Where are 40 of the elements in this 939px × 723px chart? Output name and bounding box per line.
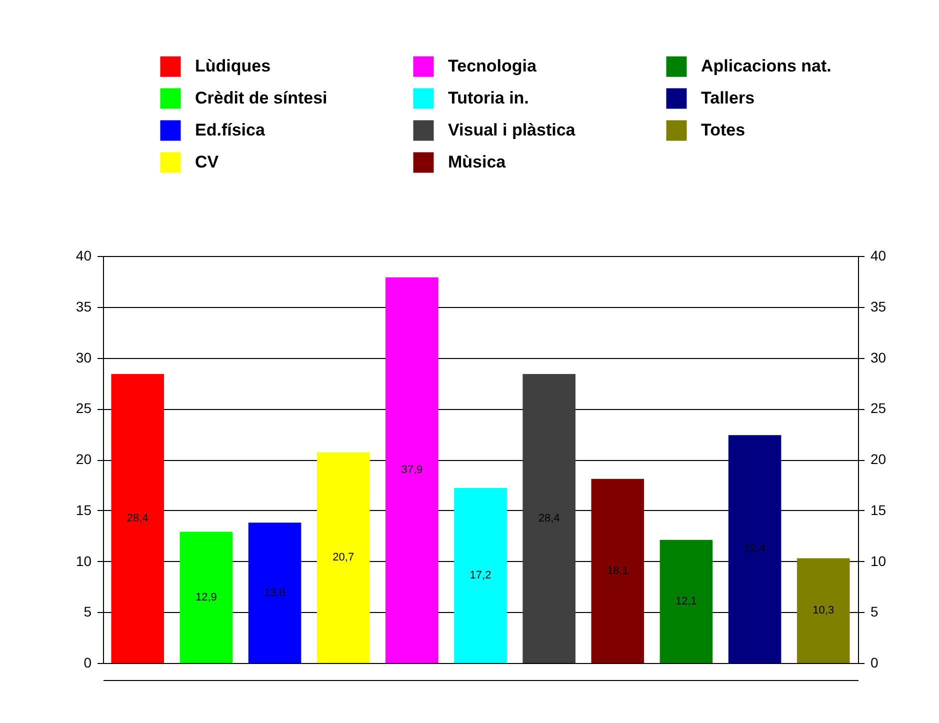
y2-tick-label: 35 [870, 298, 886, 314]
legend-label: Visual i plàstica [448, 120, 576, 140]
legend-label: Totes [701, 120, 746, 140]
data-label: 12,1 [676, 595, 697, 608]
data-label: 28,4 [126, 512, 148, 525]
y-tick-label: 0 [84, 654, 92, 670]
y2-tick-label: 20 [870, 451, 886, 467]
data-label: 13,8 [264, 586, 286, 599]
data-label: 37,9 [401, 464, 423, 476]
legend-label: Tallers [701, 88, 755, 108]
y-tick-label: 25 [76, 400, 92, 416]
y2-tick-label: 30 [870, 349, 886, 366]
y-tick-label: 30 [76, 349, 92, 366]
y2-tick-label: 25 [870, 400, 886, 416]
legend-label: Tecnologia [448, 56, 538, 76]
y-tick-label: 35 [76, 298, 92, 314]
legend-label: Mùsica [448, 152, 506, 172]
y-tick-label: 40 [76, 248, 92, 264]
y2-tick-label: 5 [870, 604, 878, 620]
data-label: 12,9 [195, 591, 217, 604]
legend-label: Lùdiques [195, 56, 271, 76]
legend-label: Aplicacions nat. [701, 56, 832, 76]
data-label: 22,4 [744, 543, 766, 556]
y2-tick-label: 40 [870, 248, 886, 264]
legend-label: Tutoria in. [448, 88, 529, 108]
data-label: 20,7 [332, 552, 354, 564]
y-tick-label: 10 [76, 552, 92, 569]
y-tick-label: 15 [76, 502, 92, 518]
data-label: 18,1 [606, 564, 628, 577]
data-label: 28,4 [538, 512, 560, 525]
data-label: 17,2 [470, 569, 492, 582]
legend-label: CV [195, 152, 220, 172]
legend-label: Ed.física [195, 120, 266, 140]
y2-tick-label: 15 [870, 502, 886, 518]
y-tick-label: 5 [84, 604, 92, 620]
y2-tick-label: 0 [870, 654, 878, 670]
legend-label: Crèdit de síntesi [195, 88, 328, 108]
y-tick-label: 20 [76, 451, 92, 467]
data-label: 10,3 [812, 604, 834, 617]
y2-tick-label: 10 [870, 552, 886, 569]
